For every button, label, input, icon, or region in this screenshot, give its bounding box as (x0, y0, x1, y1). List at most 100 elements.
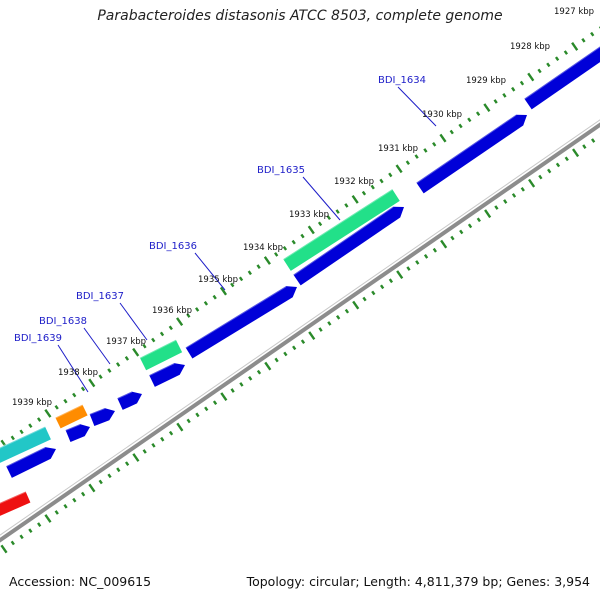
inner-tick (186, 418, 191, 424)
inner-tick (230, 388, 235, 393)
outer-tick (247, 270, 252, 276)
inner-tick (176, 422, 184, 432)
gene-label[interactable]: BDI_1637 (76, 291, 124, 302)
gene-bdi-1639-forward-shape (89, 408, 115, 427)
ruler-tick-label: 1930 kbp (422, 110, 462, 120)
gene-red-left[interactable] (0, 490, 31, 518)
gene-far-left-forward-shape (6, 447, 56, 478)
ruler-tick-label: 1936 kbp (152, 306, 192, 316)
topology-value: circular (309, 574, 356, 589)
gene-far-left-forward[interactable] (5, 446, 56, 478)
gene-label[interactable]: BDI_1636 (149, 241, 197, 252)
gene-bdi-1635-forward-shape (293, 206, 404, 286)
outer-tick (107, 368, 112, 373)
outer-tick (151, 337, 156, 343)
inner-tick (318, 327, 323, 332)
gene-small-forward[interactable] (65, 423, 90, 443)
gene-bdi-1637-forward[interactable] (148, 362, 185, 387)
outer-tick (36, 417, 42, 422)
gene-bdi-1639-forward[interactable] (89, 407, 115, 427)
inner-tick (511, 193, 517, 198)
genes-label: Genes: (506, 574, 551, 589)
inner-tick (204, 406, 209, 412)
topology-label: Topology: (246, 574, 306, 589)
outer-tick (537, 68, 542, 74)
ruler-tick-label: 1928 kbp (510, 42, 550, 52)
backbone-line (0, 119, 600, 543)
gene-label[interactable]: BDI_1638 (39, 316, 87, 327)
ruler-tick-label: 1937 kbp (106, 337, 146, 347)
gene-bdi-1635-shape (283, 189, 400, 271)
gene-bdi-1639[interactable] (0, 425, 51, 465)
outer-tick (300, 233, 305, 239)
gene-labels: BDI_1634 BDI_1635 BDI_1636 BDI_1637 BDI_1638… (14, 75, 426, 344)
outer-tick (307, 225, 315, 235)
outer-tick (432, 141, 437, 147)
inner-tick (308, 331, 316, 340)
inner-tick (0, 544, 8, 554)
inner-tick (415, 260, 420, 265)
leader-line (397, 86, 437, 127)
gene-bdi-1638-forward-bevel (116, 390, 133, 399)
inner-tick (379, 284, 385, 290)
outer-tick (581, 37, 586, 43)
genome-summary: Topology: circular; Length: 4,811,379 bp… (246, 574, 590, 589)
ruler-tick-label: 1932 kbp (334, 177, 374, 187)
outer-tick (256, 264, 261, 269)
outer-tick (554, 56, 560, 61)
outer-tick-track (0, 26, 600, 449)
inner-tick (28, 528, 33, 534)
outer-tick (44, 409, 52, 418)
outer-tick (72, 392, 77, 398)
inner-tick (274, 357, 279, 363)
outer-tick (142, 343, 147, 349)
outer-tick (370, 184, 375, 190)
inner-tick (44, 514, 52, 523)
gene-bdi-1633-fragment-shape (416, 114, 527, 194)
gene-small-forward-bevel (65, 423, 81, 431)
ruler-tick-label: 1927 kbp (554, 7, 594, 17)
outer-tick (274, 252, 279, 257)
gene-bdi-1638-forward[interactable] (116, 390, 142, 410)
gene-label[interactable]: BDI_1634 (378, 75, 426, 86)
outer-tick (379, 178, 384, 184)
ruler-tick-label: 1934 kbp (243, 243, 283, 253)
outer-tick (19, 429, 24, 435)
gene-bdi-1635-bevel (282, 188, 393, 260)
accession-value: NC_009615 (79, 574, 152, 589)
inner-tick (98, 479, 103, 485)
gene-track (0, 45, 600, 518)
backbone (0, 122, 600, 543)
inner-tick (336, 315, 341, 320)
genes-value: 3,954 (554, 574, 590, 589)
outer-tick (116, 362, 121, 367)
inner-tick (142, 449, 147, 454)
outer-tick (590, 31, 595, 37)
outer-tick (511, 86, 516, 92)
gene-bdi-1638-bevel (54, 403, 83, 419)
gene-bdi-1634[interactable] (523, 45, 600, 110)
ruler-tick-label: 1931 kbp (378, 144, 418, 154)
outer-tick (238, 276, 244, 282)
gene-bdi-1635-forward[interactable] (292, 205, 404, 286)
gene-bdi-1636[interactable] (185, 285, 297, 359)
outer-tick (176, 317, 184, 327)
ruler-tick-label: 1939 kbp (12, 398, 52, 408)
gene-label[interactable]: BDI_1635 (257, 165, 305, 176)
gene-bdi-1638[interactable] (54, 403, 88, 429)
inner-tick (327, 321, 332, 326)
gene-label[interactable]: BDI_1639 (14, 333, 62, 344)
outer-tick (88, 378, 96, 388)
gene-bdi-1633-fragment[interactable] (415, 113, 527, 194)
inner-tick (264, 361, 272, 371)
gene-bdi-1637[interactable] (139, 338, 183, 371)
outer-tick (458, 123, 463, 129)
outer-tick (195, 307, 200, 312)
outer-tick (414, 154, 419, 159)
inner-tick (476, 217, 481, 223)
inner-tick (81, 491, 86, 497)
outer-tick (212, 294, 217, 300)
gene-bdi-1635[interactable] (282, 188, 400, 271)
inner-tick (555, 162, 561, 168)
